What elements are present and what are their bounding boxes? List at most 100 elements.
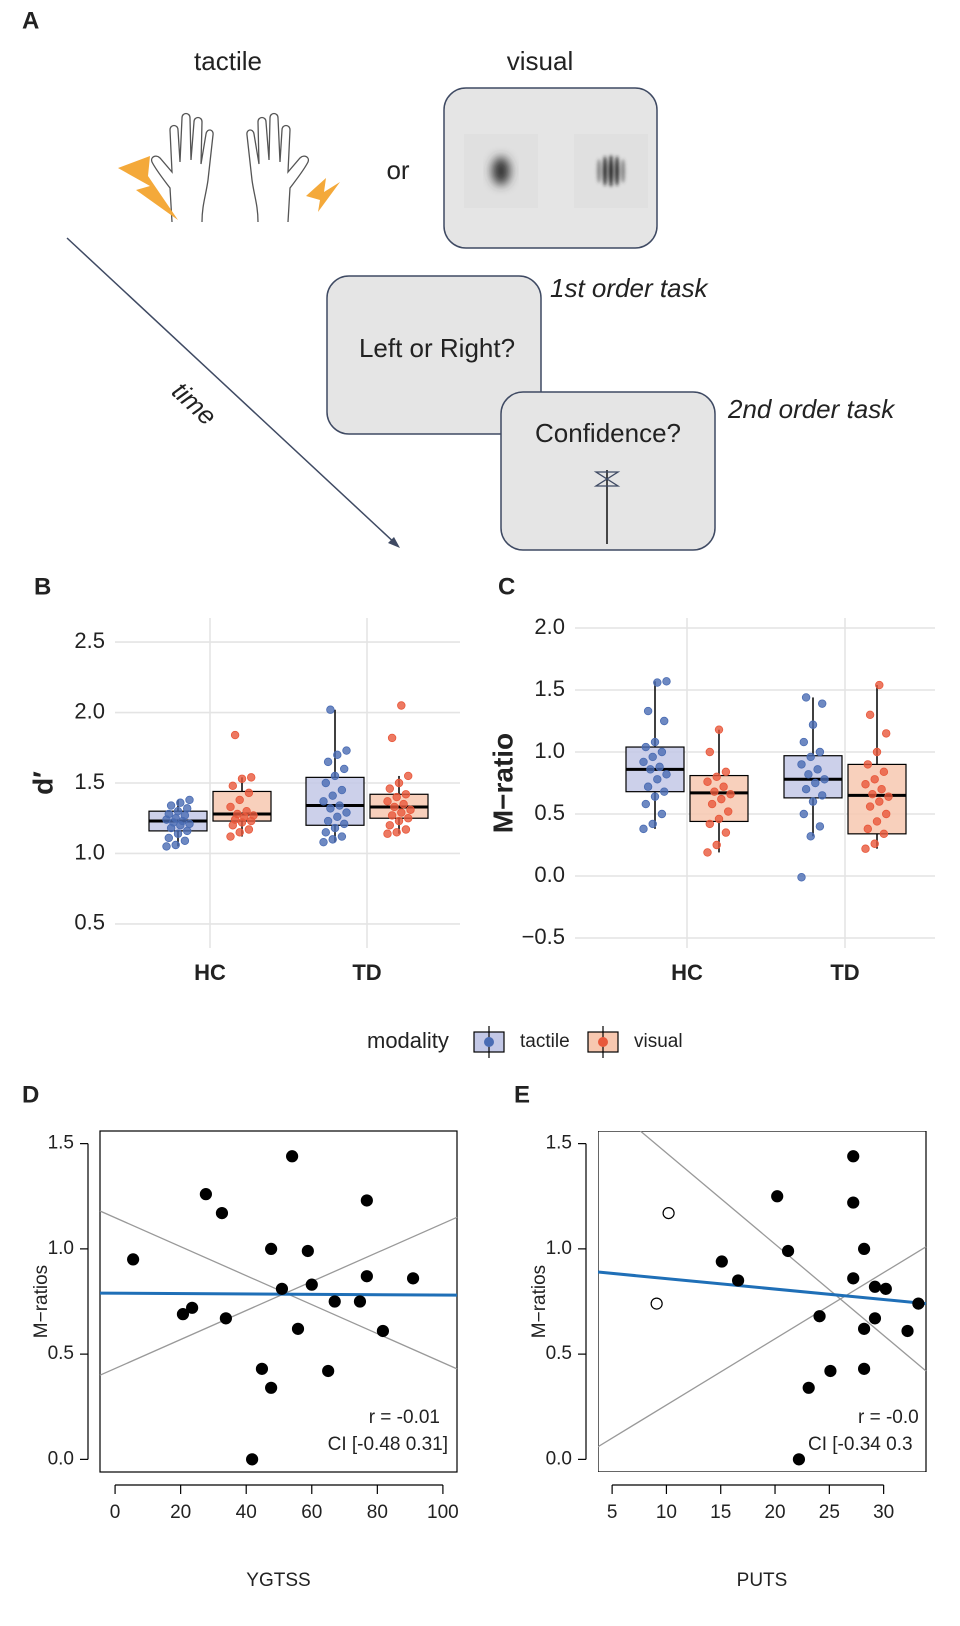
data-point: [875, 680, 884, 690]
data-point: [401, 825, 411, 834]
data-point: [646, 765, 655, 774]
data-point: [323, 757, 333, 767]
data-point: [801, 785, 811, 794]
data-point: [648, 752, 657, 762]
data-point: [884, 792, 893, 801]
panel-label: B: [34, 573, 51, 600]
data-point: [872, 747, 882, 757]
x-tick-label: TD: [352, 960, 381, 985]
y-tick-label: 0.0: [48, 1448, 74, 1469]
data-point: [275, 1282, 289, 1295]
data-point: [319, 797, 328, 806]
data-point: [162, 842, 171, 851]
data-point: [643, 706, 653, 716]
x-tick-label: 100: [427, 1502, 459, 1523]
data-point: [868, 1312, 882, 1325]
y-tick-label: 1.5: [534, 676, 565, 701]
data-point: [639, 824, 648, 834]
data-point: [394, 816, 404, 826]
x-tick-label: 25: [819, 1502, 840, 1523]
y-tick-label: 2.5: [74, 628, 105, 653]
data-point: [802, 1381, 815, 1394]
data-point: [233, 809, 242, 819]
data-point: [387, 811, 397, 820]
data-point: [265, 1381, 278, 1394]
data-point: [244, 825, 254, 834]
data-point: [879, 829, 889, 839]
data-point: [173, 806, 183, 816]
data-point: [657, 809, 667, 819]
reference-line: [99, 1216, 458, 1376]
data-point: [228, 781, 237, 791]
data-point: [641, 799, 650, 809]
data-point: [235, 828, 244, 837]
task-question: Confidence?: [535, 418, 681, 448]
data-point: [166, 801, 176, 810]
data-point: [797, 873, 806, 882]
data-point: [342, 746, 351, 755]
data-point: [383, 797, 392, 806]
task-box: [500, 391, 716, 551]
legend-title: modality: [367, 1028, 449, 1053]
time-label: time: [166, 376, 222, 431]
data-point: [643, 782, 653, 791]
panel-label: A: [22, 7, 39, 34]
data-point: [806, 832, 815, 841]
data-point: [399, 799, 408, 809]
x-tick-label: HC: [671, 960, 703, 985]
task-question: Left or Right?: [359, 333, 515, 363]
data-point: [286, 1150, 299, 1163]
data-point: [249, 811, 258, 820]
legend-label: visual: [634, 1031, 683, 1052]
x-tick-label: HC: [194, 960, 226, 985]
y-tick-label: 0.0: [546, 1448, 572, 1469]
y-axis-title: M−ratios: [31, 1265, 52, 1338]
right-hand: [246, 112, 310, 223]
data-point: [872, 817, 882, 826]
data-point: [383, 829, 392, 838]
data-point: [818, 699, 827, 708]
data-point: [342, 808, 351, 817]
data-point: [868, 1280, 882, 1293]
data-point: [376, 1324, 390, 1338]
legend-key-point: [598, 1037, 608, 1047]
data-point: [185, 795, 194, 805]
data-point: [326, 705, 335, 714]
data-point: [180, 836, 190, 845]
data-point: [824, 1364, 837, 1378]
or-label: or: [386, 155, 409, 185]
data-point: [705, 747, 714, 757]
x-tick-label: 60: [301, 1502, 322, 1523]
data-point: [226, 802, 235, 812]
y-tick-label: 0.5: [48, 1343, 74, 1364]
y-tick-label: 1.0: [48, 1238, 74, 1259]
data-point: [323, 816, 333, 826]
data-point: [337, 785, 347, 795]
data-point: [242, 806, 251, 816]
y-tick-label: 1.5: [546, 1133, 572, 1154]
data-point: [185, 819, 194, 829]
data-point: [660, 716, 669, 726]
data-point: [390, 802, 399, 812]
data-point: [653, 678, 662, 687]
data-point: [653, 775, 662, 784]
data-point: [712, 772, 721, 781]
data-point: [912, 1297, 925, 1310]
hands: [150, 112, 310, 223]
data-point: [847, 1272, 860, 1285]
data-point: [321, 778, 330, 788]
data-point: [328, 1295, 341, 1308]
plot-area: [99, 1130, 458, 1473]
data-point: [641, 742, 650, 752]
data-point: [726, 789, 735, 799]
data-point: [404, 771, 413, 781]
data-point: [322, 1364, 335, 1378]
fit-line: [99, 1291, 458, 1297]
data-point: [255, 1362, 269, 1375]
data-point: [173, 829, 183, 838]
data-point: [387, 733, 397, 743]
x-axis-title: PUTS: [737, 1570, 788, 1591]
data-point: [875, 797, 884, 806]
data-point: [164, 833, 173, 843]
data-point: [721, 828, 731, 837]
